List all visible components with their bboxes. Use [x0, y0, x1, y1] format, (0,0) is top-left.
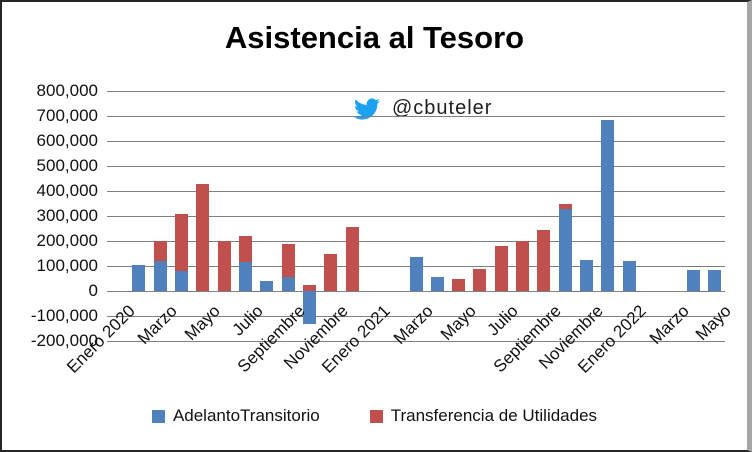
y-axis-label: 600,000 — [36, 131, 98, 150]
bar-transferencia-de-utilidades — [452, 278, 466, 291]
bar-adelantotransitorio — [281, 277, 295, 291]
twitter-handle: @cbuteler — [392, 97, 493, 119]
y-axis-label: -100,000 — [30, 306, 98, 325]
legend-swatch — [369, 409, 383, 423]
bar-transferencia-de-utilidades — [153, 241, 167, 261]
y-axis-label: 300,000 — [36, 206, 98, 225]
gridline — [107, 141, 725, 142]
y-axis-label: 200,000 — [36, 231, 98, 250]
y-axis-label: 0 — [88, 281, 98, 300]
bar-transferencia-de-utilidades — [345, 227, 359, 291]
bar-transferencia-de-utilidades — [324, 253, 338, 291]
bar-transferencia-de-utilidades — [281, 243, 295, 278]
bar-transferencia-de-utilidades — [196, 183, 210, 291]
chart-title: Asistencia al Tesoro — [224, 20, 525, 55]
y-axis-label: -200,000 — [30, 331, 98, 350]
bar-transferencia-de-utilidades — [217, 241, 231, 291]
bar-adelantotransitorio — [686, 269, 700, 291]
gridline — [107, 191, 725, 192]
legend-swatch — [151, 409, 165, 423]
bar-adelantotransitorio — [239, 262, 253, 291]
legend: AdelantoTransitorio Transferencia de Util… — [2, 406, 747, 426]
bar-adelantotransitorio — [302, 291, 316, 324]
bar-adelantotransitorio — [622, 261, 636, 291]
bar-adelantotransitorio — [707, 269, 721, 291]
legend-item-transferencia-de-utilidades: Transferencia de Utilidades — [369, 406, 598, 426]
bar-transferencia-de-utilidades — [558, 203, 572, 209]
legend-label: AdelantoTransitorio — [172, 406, 320, 425]
gridline — [107, 166, 725, 167]
bar-adelantotransitorio — [132, 264, 146, 291]
bar-transferencia-de-utilidades — [537, 229, 551, 291]
y-axis-label: 700,000 — [36, 106, 98, 125]
bar-adelantotransitorio — [558, 208, 572, 291]
y-axis-label: 100,000 — [36, 256, 98, 275]
bar-adelantotransitorio — [601, 119, 615, 291]
gridline — [107, 291, 725, 292]
bar-adelantotransitorio — [409, 257, 423, 291]
bar-adelantotransitorio — [153, 261, 167, 291]
gridline — [107, 341, 725, 342]
bar-transferencia-de-utilidades — [494, 246, 508, 291]
bar-adelantotransitorio — [430, 277, 444, 291]
bar-transferencia-de-utilidades — [239, 236, 253, 263]
legend-item-adelantotransitorio: AdelantoTransitorio — [151, 406, 320, 426]
bar-transferencia-de-utilidades — [516, 241, 530, 291]
gridline — [107, 116, 725, 117]
bar-adelantotransitorio — [175, 271, 189, 291]
gridline — [107, 91, 725, 92]
bar-transferencia-de-utilidades — [302, 284, 316, 291]
bar-adelantotransitorio — [579, 259, 593, 291]
gridline — [107, 216, 725, 217]
legend-label: Transferencia de Utilidades — [390, 406, 598, 425]
y-axis-label: 800,000 — [36, 81, 98, 100]
bar-transferencia-de-utilidades — [175, 213, 189, 271]
bar-adelantotransitorio — [260, 281, 274, 291]
bar-transferencia-de-utilidades — [473, 268, 487, 291]
gridline — [107, 316, 725, 317]
y-axis-label: 400,000 — [36, 181, 98, 200]
y-axis-label: 500,000 — [36, 156, 98, 175]
gridline — [107, 241, 725, 242]
twitter-bird-icon — [354, 97, 380, 120]
twitter-annotation: @cbuteler — [346, 93, 498, 124]
